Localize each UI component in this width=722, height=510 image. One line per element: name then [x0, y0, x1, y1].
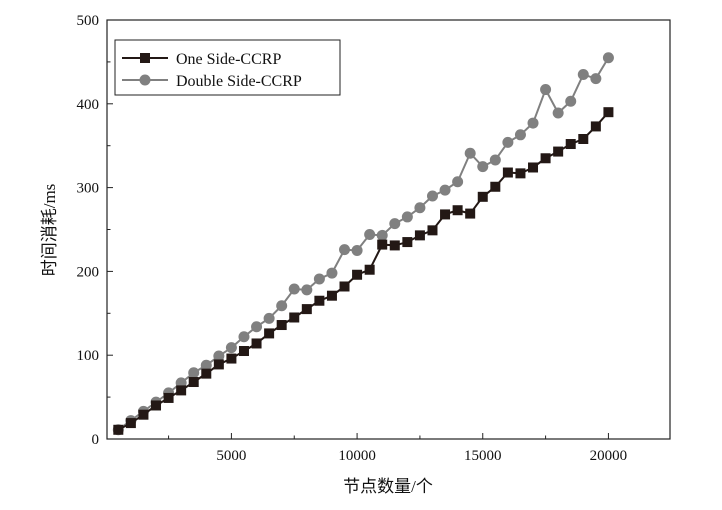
data-point	[552, 107, 564, 119]
data-point	[176, 385, 187, 396]
y-tick-label: 500	[77, 13, 100, 29]
data-point	[439, 184, 451, 196]
series-line	[117, 111, 610, 431]
data-point	[502, 136, 514, 148]
data-point	[527, 117, 539, 129]
data-point	[313, 273, 325, 285]
legend-label-double-side: Double Side-CCRP	[176, 73, 302, 90]
y-tick-label: 300	[77, 181, 100, 197]
data-point	[389, 218, 401, 230]
data-point	[577, 68, 589, 80]
data-point	[590, 73, 602, 85]
data-point	[339, 244, 351, 256]
data-point	[490, 181, 501, 192]
data-point	[352, 269, 363, 280]
data-point	[276, 320, 287, 331]
y-axis-title: 时间消耗/ms	[40, 184, 59, 277]
data-point	[540, 84, 552, 96]
data-point	[540, 153, 551, 164]
data-point	[426, 190, 438, 202]
data-point	[326, 267, 338, 279]
data-point	[188, 367, 200, 379]
data-point	[125, 418, 136, 429]
data-point	[528, 162, 539, 173]
data-point	[401, 211, 413, 223]
series-one-side	[113, 107, 614, 435]
data-point	[225, 342, 237, 354]
legend-label-one-side: One Side-CCRP	[176, 51, 281, 68]
x-tick-label: 20000	[590, 448, 628, 464]
x-axis-title: 节点数量/个	[343, 477, 433, 496]
data-point	[489, 154, 501, 166]
data-point	[188, 377, 199, 388]
legend-marker-double-side	[139, 74, 151, 86]
data-point	[477, 191, 488, 202]
data-point	[553, 146, 564, 157]
data-point	[326, 290, 337, 301]
data-point	[113, 424, 124, 435]
data-point	[200, 359, 212, 371]
data-point	[264, 328, 275, 339]
legend: One Side-CCRP Double Side-CCRP	[114, 39, 341, 96]
data-point	[289, 312, 300, 323]
data-point	[226, 353, 237, 364]
data-point	[565, 95, 577, 107]
data-point	[276, 300, 288, 312]
data-point	[151, 400, 162, 411]
data-point	[502, 167, 513, 178]
data-point	[602, 52, 614, 64]
data-point	[364, 264, 375, 275]
data-point	[603, 107, 614, 118]
series-line	[117, 57, 610, 431]
x-tick-label: 15000	[464, 448, 502, 464]
data-point	[288, 283, 300, 295]
data-point	[201, 368, 212, 379]
series-double-side	[112, 52, 614, 436]
data-point	[376, 229, 388, 241]
data-point	[477, 161, 489, 173]
data-point	[251, 321, 263, 333]
data-point	[339, 281, 350, 292]
x-tick-label: 10000	[338, 448, 376, 464]
data-point	[515, 168, 526, 179]
data-point	[402, 237, 413, 248]
data-point	[578, 133, 589, 144]
data-point	[465, 208, 476, 219]
legend-marker-one-side	[140, 53, 150, 63]
data-point	[238, 346, 249, 357]
data-point	[377, 239, 388, 250]
data-point	[565, 139, 576, 150]
data-point	[238, 331, 250, 343]
data-point	[301, 304, 312, 315]
y-tick-label: 100	[77, 348, 100, 364]
data-point	[138, 409, 149, 420]
data-point	[414, 202, 426, 214]
data-point	[314, 295, 325, 306]
data-point	[440, 209, 451, 220]
data-point	[364, 229, 376, 241]
data-point	[213, 359, 224, 370]
data-point	[464, 147, 476, 159]
y-tick-label: 200	[77, 264, 100, 280]
y-tick-label: 0	[92, 432, 100, 448]
data-point	[452, 205, 463, 216]
data-point	[414, 230, 425, 241]
legend-box	[114, 39, 341, 96]
data-point	[163, 392, 174, 403]
data-point	[590, 121, 601, 132]
data-point	[263, 312, 275, 324]
data-point	[427, 225, 438, 236]
data-point	[213, 350, 225, 362]
y-tick-label: 400	[77, 97, 100, 113]
data-point	[514, 129, 526, 141]
data-point	[351, 244, 363, 256]
x-tick-label: 5000	[216, 448, 246, 464]
data-point	[452, 176, 464, 188]
data-point	[301, 284, 313, 296]
data-point	[251, 338, 262, 349]
data-point	[389, 240, 400, 251]
